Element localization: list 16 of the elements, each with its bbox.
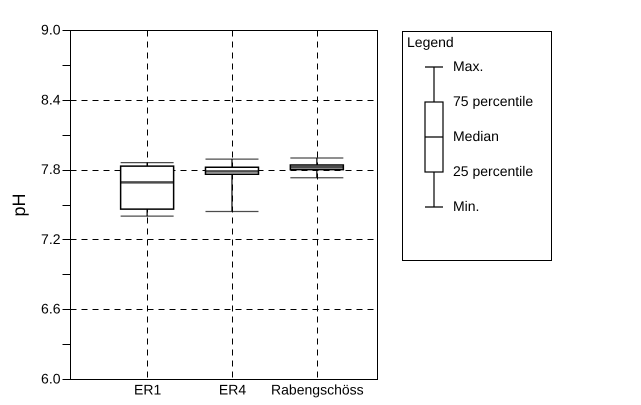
y-tick-label: 7.8 [41,161,61,178]
x-tick-label: ER4 [218,382,246,398]
x-tick-label: ER1 [134,382,162,398]
text: 25 percentile [453,163,534,179]
x-tick-label: Rabengschöss [271,382,364,398]
legend-title: Legend [407,34,454,50]
text: Min. [453,198,480,214]
y-tick-label: 8.4 [41,91,61,108]
y-tick-label: 6.0 [41,370,61,386]
y-axis-title: pH [9,193,30,217]
text: Max. [453,58,484,74]
y-tick-label: 7.2 [41,230,61,247]
text: Median [453,128,499,144]
y-tick-label: 9.0 [41,22,61,38]
text: 75 percentile [453,93,534,109]
y-tick-label: 6.6 [41,300,61,317]
